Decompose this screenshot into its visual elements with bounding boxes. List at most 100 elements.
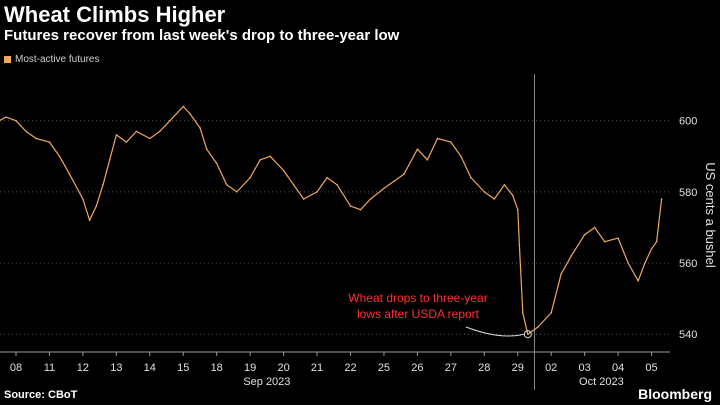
series-point — [5, 116, 7, 118]
series-point — [483, 191, 486, 193]
series-point — [503, 183, 506, 186]
series-point — [225, 183, 228, 186]
series-point — [383, 187, 385, 190]
series-point — [603, 240, 606, 243]
series-point — [199, 127, 201, 129]
series-point — [583, 233, 586, 236]
x-tick-label: 27 — [445, 362, 457, 374]
series-point — [537, 326, 539, 328]
x-tick-label: 03 — [579, 362, 591, 374]
annotation-text-line-1: Wheat drops to three-year — [348, 291, 487, 305]
chart-title: Wheat Climbs Higher — [4, 2, 226, 27]
month-label: Oct 2023 — [579, 376, 624, 388]
series-point — [149, 137, 151, 140]
x-tick-label: 29 — [512, 362, 524, 374]
series-point — [436, 137, 439, 140]
x-tick-label: 02 — [545, 362, 557, 374]
series-point — [169, 119, 171, 122]
series-point — [159, 130, 161, 133]
series-point — [205, 148, 208, 150]
series-point — [369, 198, 372, 200]
series-point — [259, 159, 261, 161]
series-point — [426, 159, 429, 161]
chart-subtitle: Futures recover from last week's drop to… — [4, 27, 400, 44]
series-line — [0, 105, 663, 335]
series-point — [269, 155, 272, 158]
month-label: Sep 2023 — [243, 376, 290, 388]
series-point — [593, 226, 596, 229]
series-point — [316, 191, 318, 193]
series-point — [282, 169, 285, 172]
series-point — [450, 141, 452, 143]
series-point — [249, 176, 251, 179]
series-point — [102, 183, 104, 186]
series-point — [521, 312, 524, 314]
series-point — [650, 248, 653, 250]
x-tick-label: 08 — [10, 362, 22, 374]
x-tick-label: 14 — [144, 362, 156, 374]
series-point — [516, 208, 519, 211]
series-point — [493, 198, 496, 200]
series-point — [58, 155, 61, 158]
series-point — [215, 162, 218, 165]
series-point — [349, 205, 352, 207]
series-point — [637, 280, 639, 282]
series-point — [393, 180, 395, 182]
y-tick-label: 540 — [679, 329, 697, 341]
x-tick-label: 04 — [612, 362, 624, 374]
x-tick-label: 22 — [344, 362, 356, 374]
series-point — [88, 219, 91, 222]
annotation-text-line-2: lows after USDA report — [357, 307, 480, 321]
x-tick-label: 13 — [110, 362, 122, 374]
annotation-leader-line — [465, 326, 524, 337]
x-tick-label: 11 — [44, 362, 55, 374]
legend-label: Most-active futures — [15, 54, 100, 65]
x-tick-label: 26 — [411, 362, 423, 374]
series-point — [326, 176, 328, 179]
series-point — [95, 205, 98, 207]
bloomberg-logo: Bloomberg — [638, 386, 712, 402]
series-point — [108, 159, 111, 161]
series-point — [460, 155, 462, 158]
series-point — [526, 333, 529, 336]
x-tick-label: 19 — [244, 362, 256, 374]
annotation-marker — [523, 330, 532, 339]
series-point — [25, 130, 27, 133]
series-point — [135, 130, 138, 133]
series-point — [125, 141, 128, 143]
series-point — [617, 237, 619, 239]
series-point — [235, 191, 238, 193]
y-tick-label: 560 — [679, 258, 697, 270]
x-tick-label: 15 — [177, 362, 189, 374]
x-tick-label: 05 — [645, 362, 657, 374]
y-tick-label: 600 — [679, 116, 697, 128]
series-point — [511, 194, 514, 197]
legend-swatch — [4, 56, 11, 63]
x-tick-label: 25 — [378, 362, 390, 374]
series-point — [115, 134, 118, 136]
x-tick-label: 18 — [211, 362, 223, 374]
series-point — [359, 208, 362, 211]
series-point — [416, 148, 419, 150]
series-point — [68, 173, 71, 175]
series-point — [48, 141, 51, 143]
series-point — [403, 173, 405, 175]
source-note: Source: CBoT — [4, 389, 78, 401]
y-axis-label: US cents a bushel — [703, 162, 718, 268]
series-point — [560, 272, 563, 275]
series-point — [15, 119, 17, 122]
series-point — [189, 112, 191, 115]
series-point — [550, 312, 552, 314]
series-point — [292, 183, 295, 186]
x-tick-label: 21 — [311, 362, 323, 374]
series-point — [660, 198, 663, 200]
series-point — [302, 198, 305, 200]
y-tick-label: 580 — [679, 187, 697, 199]
series-point — [182, 105, 185, 108]
series-point — [655, 240, 658, 243]
series-point — [627, 262, 629, 264]
series-point — [570, 255, 573, 257]
series-point — [336, 183, 338, 186]
series-point — [470, 176, 472, 179]
